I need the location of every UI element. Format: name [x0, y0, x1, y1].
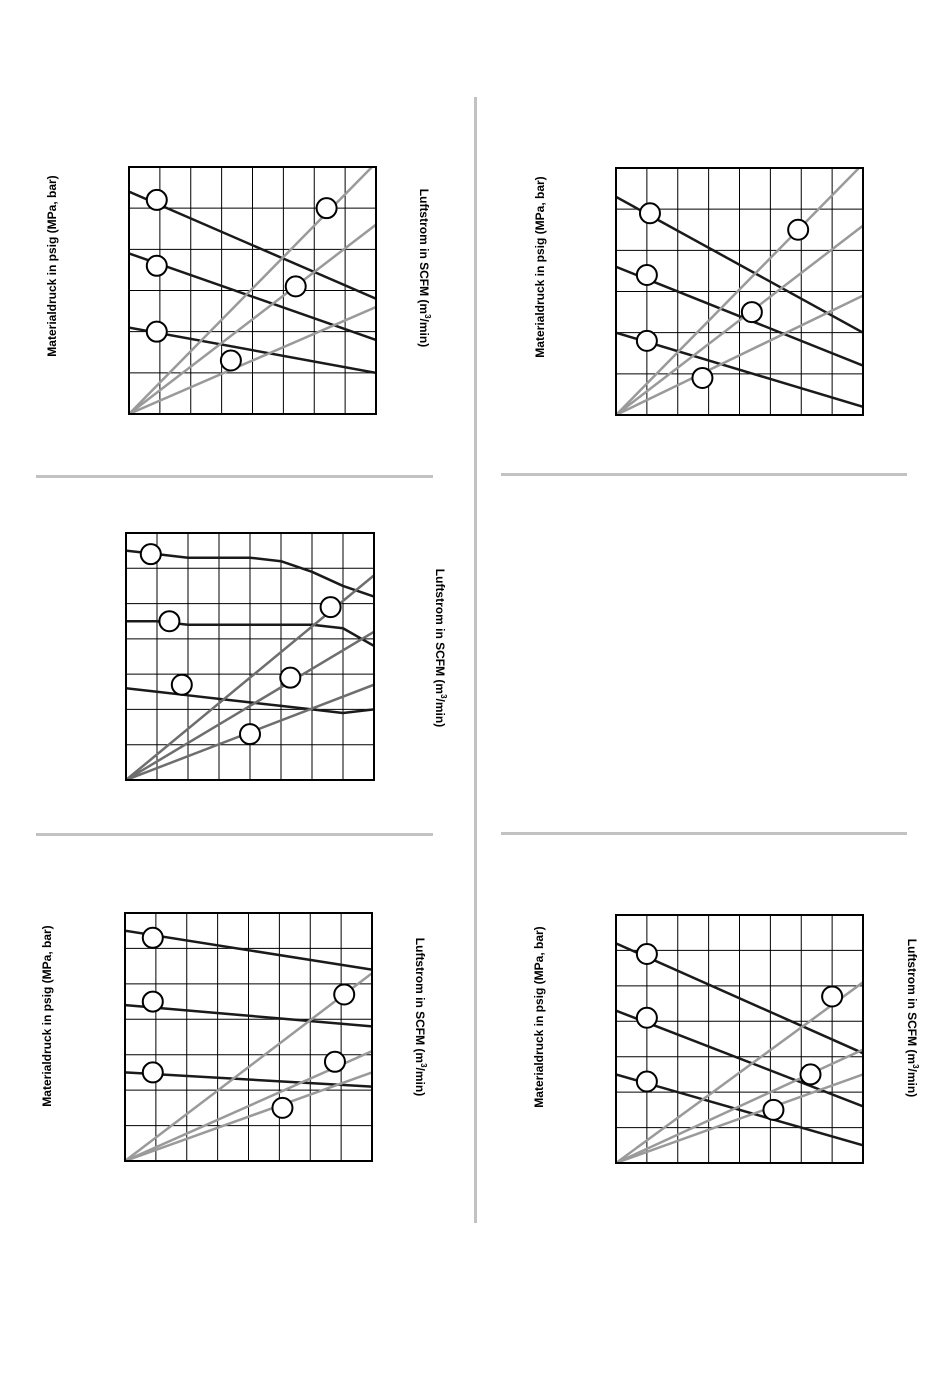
- data-point-marker: [787, 218, 810, 241]
- data-point-marker: [635, 1006, 658, 1029]
- data-point-marker: [799, 1063, 822, 1086]
- data-point-marker: [333, 983, 356, 1006]
- series-group: [616, 942, 863, 1163]
- data-point-marker: [635, 942, 658, 965]
- data-point-marker: [158, 610, 181, 633]
- airflow-line: [616, 168, 861, 415]
- divider-top-right: [501, 473, 907, 476]
- data-point-marker: [762, 1098, 785, 1121]
- data-point-marker: [315, 197, 338, 220]
- material-pressure-line: [616, 942, 863, 1055]
- airflow-line: [616, 224, 863, 415]
- data-point-marker: [638, 202, 661, 225]
- data-point-marker: [635, 264, 658, 287]
- data-point-marker: [139, 543, 162, 566]
- data-point-marker: [821, 985, 844, 1008]
- airflow-line: [616, 1048, 863, 1163]
- data-point-marker: [740, 301, 763, 324]
- airflow-line: [616, 294, 863, 415]
- airflow-line: [125, 1071, 372, 1161]
- plot-frame: [128, 166, 377, 415]
- divider-top-left: [36, 475, 433, 478]
- data-point-marker: [691, 366, 714, 389]
- plot-frame: [124, 912, 373, 1162]
- material-pressure-line: [125, 1003, 372, 1028]
- airflow-line: [129, 223, 376, 414]
- plot-frame: [615, 167, 864, 416]
- data-point-marker: [279, 666, 302, 689]
- data-point-marker: [141, 990, 164, 1013]
- divider-bottom-right: [501, 832, 907, 835]
- data-point-marker: [239, 723, 261, 746]
- data-point-marker: [219, 349, 242, 372]
- divider-middle-left: [36, 833, 433, 836]
- airflow-line: [616, 1073, 863, 1163]
- material-pressure-line: [125, 929, 372, 971]
- material-pressure-line: [616, 331, 863, 408]
- material-pressure-line: [616, 265, 863, 367]
- airflow-line: [616, 981, 863, 1163]
- data-point-marker: [145, 320, 168, 343]
- data-point-marker: [271, 1096, 294, 1119]
- data-point-marker: [319, 596, 342, 619]
- data-point-marker: [141, 1061, 164, 1084]
- data-point-marker: [145, 188, 168, 211]
- material-pressure-line: [126, 687, 374, 715]
- airflow-line: [129, 305, 376, 414]
- data-point-marker: [170, 673, 193, 696]
- material-pressure-line: [616, 1073, 863, 1147]
- divider-vertical: [474, 97, 477, 1223]
- data-point-marker: [284, 275, 307, 298]
- plot-frame: [125, 532, 375, 781]
- data-point-marker: [323, 1050, 346, 1073]
- data-point-marker: [635, 329, 658, 352]
- material-pressure-line: [129, 190, 376, 300]
- grid: [125, 913, 372, 1161]
- material-pressure-line: [125, 1071, 372, 1088]
- data-point-marker: [145, 254, 168, 277]
- material-pressure-line: [126, 549, 374, 598]
- airflow-line: [125, 972, 372, 1161]
- data-point-marker: [635, 1070, 658, 1093]
- data-point-marker: [141, 926, 164, 949]
- material-pressure-line: [129, 326, 376, 375]
- grid: [126, 533, 374, 780]
- plot-frame: [615, 914, 864, 1164]
- airflow-line: [126, 630, 374, 780]
